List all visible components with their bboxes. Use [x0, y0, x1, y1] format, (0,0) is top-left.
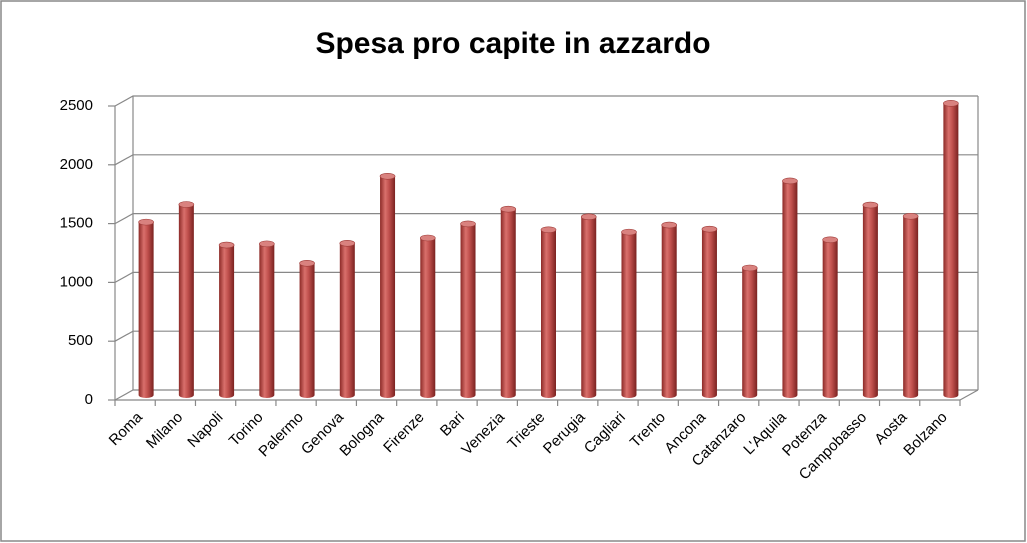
bar: [420, 238, 436, 398]
bar-cap: [701, 225, 718, 233]
bar-cap: [379, 172, 396, 180]
bar: [782, 180, 798, 398]
bar-cap: [661, 221, 678, 229]
bar: [742, 267, 758, 398]
y-tick-label: 0: [85, 391, 93, 408]
bar-cap: [822, 236, 838, 244]
bar-cap: [259, 240, 275, 248]
bar-cap: [862, 201, 879, 209]
bar: [541, 229, 556, 398]
bar-cap: [218, 241, 235, 249]
bar-cap: [138, 218, 154, 226]
bar: [581, 216, 597, 398]
bar-cap: [943, 100, 959, 107]
bar-cap: [540, 226, 557, 234]
bar: [862, 205, 878, 398]
bar: [299, 263, 315, 398]
bar-cap: [741, 264, 758, 272]
bar: [903, 216, 919, 398]
bar: [621, 232, 637, 398]
bar: [259, 243, 275, 398]
bar: [380, 176, 396, 398]
grid-line: [114, 330, 978, 342]
y-tick-label: 1500: [60, 215, 93, 232]
bar-cap: [460, 220, 476, 228]
bar-cap: [299, 259, 315, 267]
bar-cap: [580, 213, 597, 221]
bar: [943, 103, 959, 399]
bar: [219, 245, 235, 398]
grid-line: [114, 95, 978, 107]
bar-cap: [500, 205, 517, 213]
bar-cap: [339, 239, 356, 247]
bar: [178, 204, 194, 398]
bar-cap: [621, 228, 637, 236]
bar-cap: [419, 234, 436, 242]
bar: [138, 222, 154, 398]
grid-line: [114, 271, 978, 283]
y-tick-label: 500: [68, 332, 93, 349]
bar-cap: [902, 212, 919, 220]
bar: [339, 243, 355, 398]
y-tick-label: 2000: [60, 156, 93, 173]
grid-line: [114, 389, 978, 401]
bar-cap: [782, 177, 798, 185]
grid-line: [114, 213, 978, 225]
y-tick-label: 1000: [60, 273, 93, 290]
bar: [500, 209, 516, 398]
bar: [701, 229, 717, 398]
chart-title: Spesa pro capite in azzardo: [315, 27, 710, 60]
axis-line: [959, 389, 979, 401]
bar-cap: [178, 201, 195, 208]
bar: [460, 223, 476, 398]
y-tick-label: 2500: [60, 97, 93, 114]
bar: [661, 225, 677, 398]
grid-line: [114, 154, 978, 166]
bar: [822, 239, 838, 398]
